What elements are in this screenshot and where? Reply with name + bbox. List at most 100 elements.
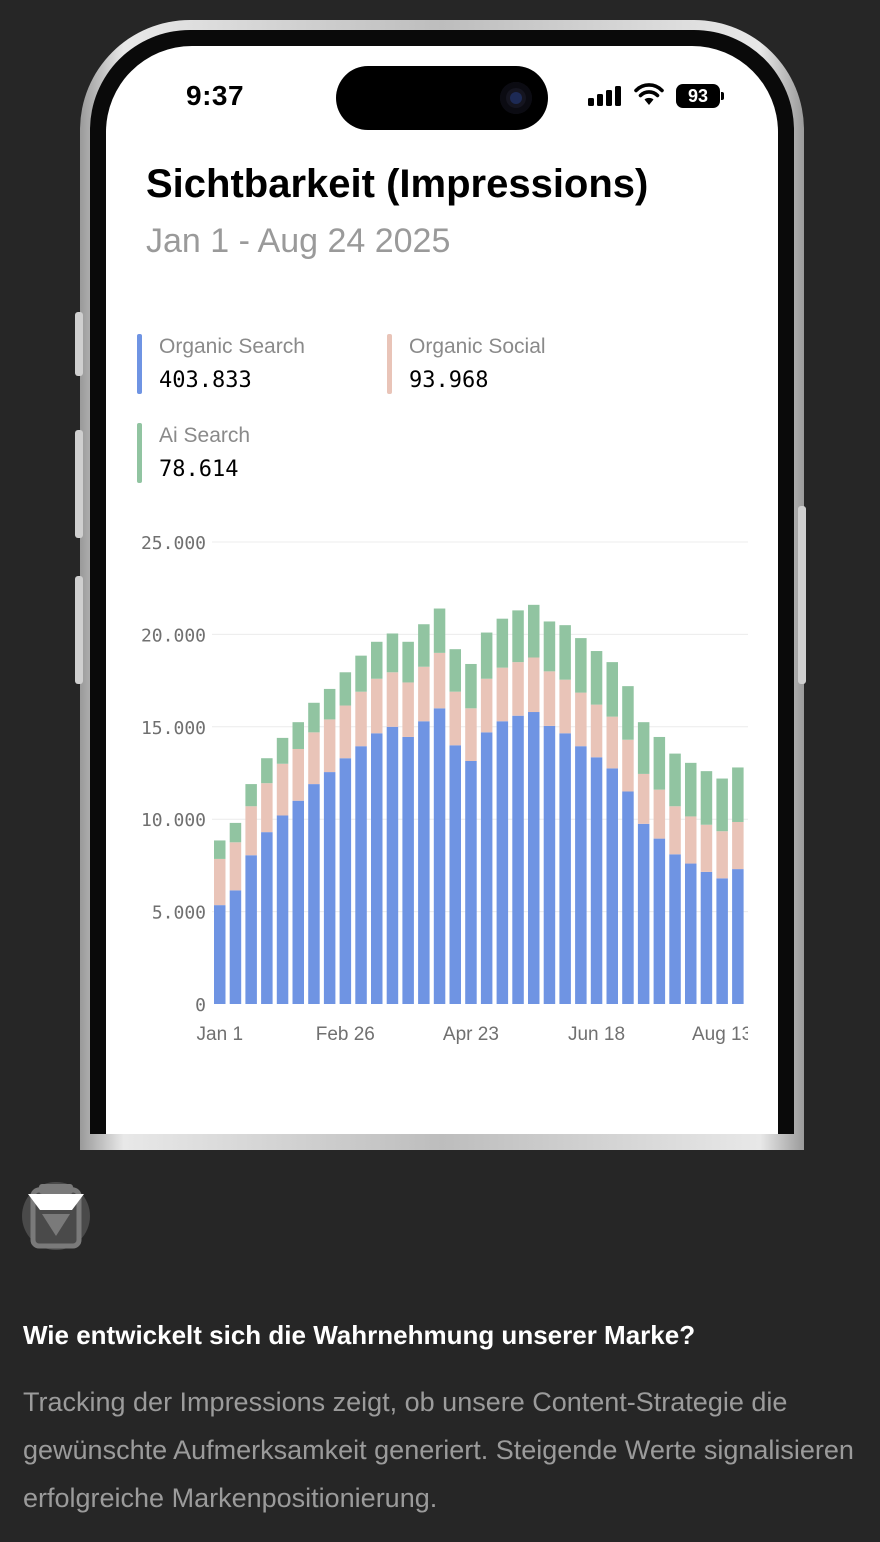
bar-ai-search bbox=[292, 722, 304, 749]
bar-organic-search bbox=[355, 746, 367, 1004]
bar-organic-social bbox=[590, 704, 603, 758]
bar-organic-social bbox=[371, 678, 383, 734]
section-question: Wie entwickelt sich die Wahrnehmung unse… bbox=[23, 1320, 696, 1350]
bar-organic-social bbox=[276, 763, 289, 816]
bar-ai-search bbox=[449, 649, 461, 692]
bar-ai-search bbox=[543, 621, 556, 672]
bar-organic-social bbox=[685, 816, 697, 864]
bar-ai-search bbox=[716, 778, 728, 832]
bar-organic-social bbox=[543, 671, 556, 726]
bar-ai-search bbox=[653, 736, 666, 790]
legend-ai-search: Ai Search 78.614 bbox=[137, 423, 250, 483]
bar-ai-search bbox=[339, 672, 352, 706]
legend-value: 93.968 bbox=[409, 368, 489, 393]
bar-organic-search bbox=[465, 760, 477, 1004]
y-tick-label: 10.000 bbox=[141, 810, 206, 831]
bar-ai-search bbox=[214, 840, 226, 859]
bar-ai-search bbox=[229, 822, 242, 843]
x-tick-label: Jan 1 bbox=[197, 1024, 243, 1045]
bar-organic-search bbox=[732, 869, 744, 1004]
bar-ai-search bbox=[261, 758, 273, 784]
bar-ai-search bbox=[637, 722, 650, 774]
bar-organic-search bbox=[418, 721, 430, 1004]
bar-organic-social bbox=[355, 691, 367, 747]
bar-organic-search bbox=[685, 863, 697, 1004]
status-time: 9:37 bbox=[186, 80, 245, 111]
bar-organic-social bbox=[433, 652, 446, 709]
silent-switch bbox=[75, 312, 83, 376]
legend-label: Ai Search bbox=[159, 424, 251, 447]
battery-icon: 93 bbox=[676, 84, 720, 108]
bar-organic-social bbox=[402, 682, 414, 737]
bar-organic-search bbox=[480, 732, 493, 1004]
camera-icon bbox=[500, 82, 532, 114]
bar-organic-social bbox=[653, 789, 666, 839]
bar-ai-search bbox=[685, 762, 697, 817]
x-tick-label: Apr 23 bbox=[443, 1024, 499, 1045]
legend-swatch bbox=[387, 334, 392, 394]
bar-organic-social bbox=[606, 716, 618, 769]
bar-organic-social bbox=[575, 692, 587, 747]
bar-ai-search bbox=[276, 737, 289, 764]
legend-value: 78.614 bbox=[159, 457, 239, 482]
bars-group bbox=[214, 604, 744, 1004]
bar-ai-search bbox=[590, 651, 603, 705]
bar-organic-social bbox=[229, 842, 242, 891]
y-tick-label: 20.000 bbox=[141, 625, 206, 646]
bar-ai-search bbox=[732, 767, 744, 822]
bar-organic-search bbox=[261, 832, 273, 1004]
legend-value: 403.833 bbox=[159, 368, 252, 393]
bar-ai-search bbox=[496, 618, 509, 668]
bar-organic-search bbox=[496, 721, 509, 1004]
phone-screen: 9:37 93 Sichtbarkeit (Impressions) Jan 1… bbox=[106, 46, 778, 1134]
bar-organic-search bbox=[371, 733, 383, 1004]
bar-ai-search bbox=[418, 624, 430, 667]
bar-organic-search bbox=[512, 715, 524, 1004]
bar-organic-search bbox=[339, 758, 352, 1004]
section-description: Tracking der Impressions zeigt, ob unser… bbox=[23, 1387, 854, 1513]
bar-organic-social bbox=[669, 806, 681, 855]
bar-organic-search bbox=[292, 800, 304, 1004]
legend-swatch bbox=[137, 423, 142, 483]
bar-organic-search bbox=[622, 791, 634, 1004]
y-tick-label: 5.000 bbox=[152, 903, 206, 924]
funnel-icon bbox=[28, 1184, 84, 1249]
bar-ai-search bbox=[308, 702, 320, 733]
bar-organic-social bbox=[245, 806, 257, 856]
bar-organic-social bbox=[418, 666, 430, 722]
bar-organic-social bbox=[465, 708, 477, 761]
bar-organic-social bbox=[323, 719, 336, 773]
bar-organic-search bbox=[653, 838, 666, 1004]
legend-organic-social: Organic Social 93.968 bbox=[387, 334, 546, 394]
y-tick-label: 15.000 bbox=[141, 718, 206, 739]
bar-organic-search bbox=[214, 905, 226, 1004]
bar-organic-search bbox=[543, 725, 556, 1004]
bar-organic-search bbox=[308, 784, 320, 1004]
bar-organic-search bbox=[590, 757, 603, 1004]
bar-organic-search bbox=[716, 878, 728, 1004]
bar-organic-search bbox=[245, 855, 257, 1004]
bar-organic-social bbox=[700, 824, 713, 872]
bar-organic-search bbox=[700, 871, 713, 1004]
bar-organic-search bbox=[386, 726, 399, 1004]
bar-ai-search bbox=[323, 688, 336, 720]
battery-tip bbox=[721, 92, 724, 100]
bar-organic-social bbox=[732, 821, 744, 870]
legend-swatch bbox=[137, 334, 142, 394]
wifi-icon bbox=[634, 83, 664, 105]
bar-organic-search bbox=[402, 736, 414, 1004]
bar-organic-social bbox=[512, 662, 524, 716]
bar-ai-search bbox=[575, 638, 587, 693]
bar-organic-search bbox=[606, 768, 618, 1004]
x-tick-label: Aug 13 bbox=[692, 1024, 752, 1045]
power-button bbox=[798, 506, 806, 684]
bar-organic-social bbox=[559, 679, 571, 734]
volume-down-button bbox=[75, 576, 83, 684]
x-tick-label: Jun 18 bbox=[568, 1024, 625, 1045]
chart-title: Sichtbarkeit (Impressions) bbox=[146, 162, 649, 206]
bar-organic-search bbox=[449, 745, 461, 1004]
x-axis-labels: Jan 1 Feb 26 Apr 23 Jun 18 Aug 13 bbox=[197, 1024, 752, 1045]
bar-ai-search bbox=[371, 641, 383, 679]
bar-ai-search bbox=[433, 608, 446, 653]
bar-ai-search bbox=[700, 771, 713, 825]
